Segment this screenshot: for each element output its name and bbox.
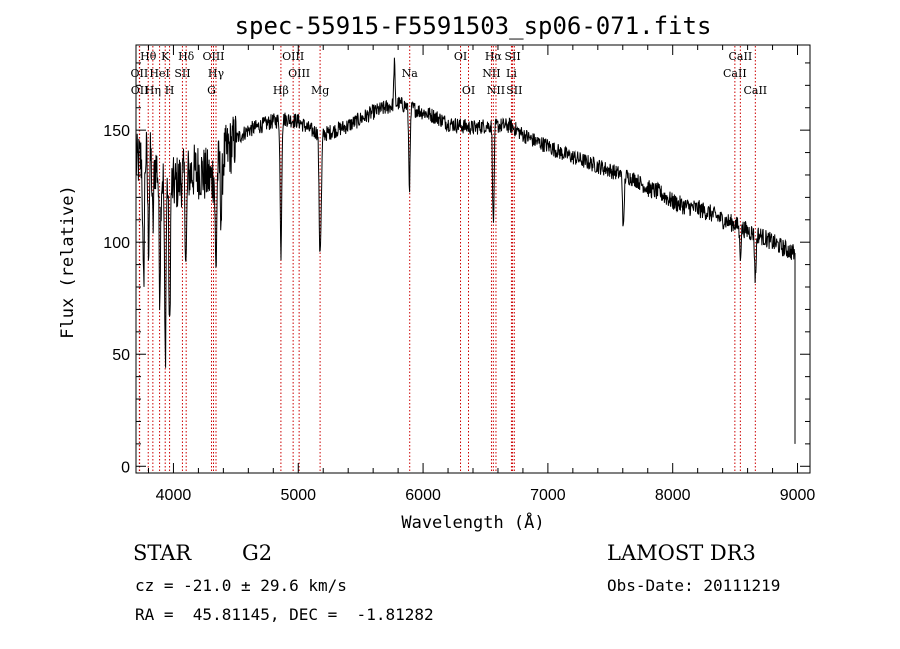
y-tick-label: 50: [112, 347, 130, 364]
line-label-22: SII: [504, 50, 520, 63]
plot-frame: [135, 44, 811, 474]
y-tick-label: 100: [103, 235, 130, 252]
object-subclass: G2: [242, 541, 272, 565]
line-label-5: K: [161, 50, 170, 63]
line-label-26: CaII: [723, 67, 747, 80]
redshift-cz: cz = -21.0 ± 29.6 km/s: [135, 576, 347, 595]
x-tick-label: 9000: [780, 487, 816, 504]
line-label-1: OII: [131, 67, 149, 80]
line-label-23: Li: [506, 67, 517, 80]
y-tick-labels: 0 50 100 150: [103, 123, 130, 476]
y-axis-label: Flux (relative): [58, 185, 78, 339]
line-label-6: H: [165, 84, 175, 97]
line-label-9: OIII: [202, 50, 224, 63]
line-label-20: NII: [482, 67, 500, 80]
y-tick-label: 150: [103, 123, 130, 140]
survey-name: LAMOST DR3: [607, 541, 756, 565]
line-label-21: NII: [487, 84, 505, 97]
x-tick-labels: 4000 5000 6000 7000 8000 9000: [156, 487, 816, 504]
line-label-18: OI: [462, 84, 475, 97]
object-class: STAR: [133, 541, 192, 565]
line-label-16: Na: [402, 67, 419, 80]
line-label-15: Mg: [311, 84, 329, 97]
coordinates: RA = 45.81145, DEC = -1.81282: [135, 605, 434, 624]
line-label-7: SII: [174, 67, 190, 80]
x-tick-label: 7000: [530, 487, 566, 504]
line-label-27: CaII: [743, 84, 767, 97]
line-label-14: OIII: [288, 67, 310, 80]
x-tick-label: 6000: [405, 487, 441, 504]
line-label-17: OI: [454, 50, 467, 63]
line-label-10: Hγ: [208, 67, 225, 80]
spectrum-series-line: [135, 57, 796, 467]
line-label-3: Hη: [145, 84, 161, 97]
line-label-11: G: [207, 84, 216, 97]
line-label-2: OII: [131, 84, 149, 97]
x-tick-label: 8000: [655, 487, 691, 504]
spectral-line-markers: [138, 46, 756, 473]
y-tick-label: 0: [121, 459, 130, 476]
line-label-13: OIII: [282, 50, 304, 63]
line-label-0: Hθ: [140, 50, 157, 63]
x-tick-label: 5000: [280, 487, 316, 504]
x-tick-label: 4000: [156, 487, 192, 504]
x-axis-label: Wavelength (Å): [401, 511, 544, 533]
line-label-12: Hβ: [273, 84, 289, 97]
line-label-8: Hδ: [178, 50, 195, 63]
observation-date: Obs-Date: 20111219: [607, 576, 780, 595]
line-label-19: Hα: [485, 50, 503, 63]
chart-title: spec-55915-F5591503_sp06-071.fits: [235, 12, 712, 40]
line-label-24: SII: [506, 84, 522, 97]
axis-ticks: [136, 45, 810, 473]
line-label-4: HeI: [149, 67, 169, 80]
line-label-25: CaII: [729, 50, 753, 63]
